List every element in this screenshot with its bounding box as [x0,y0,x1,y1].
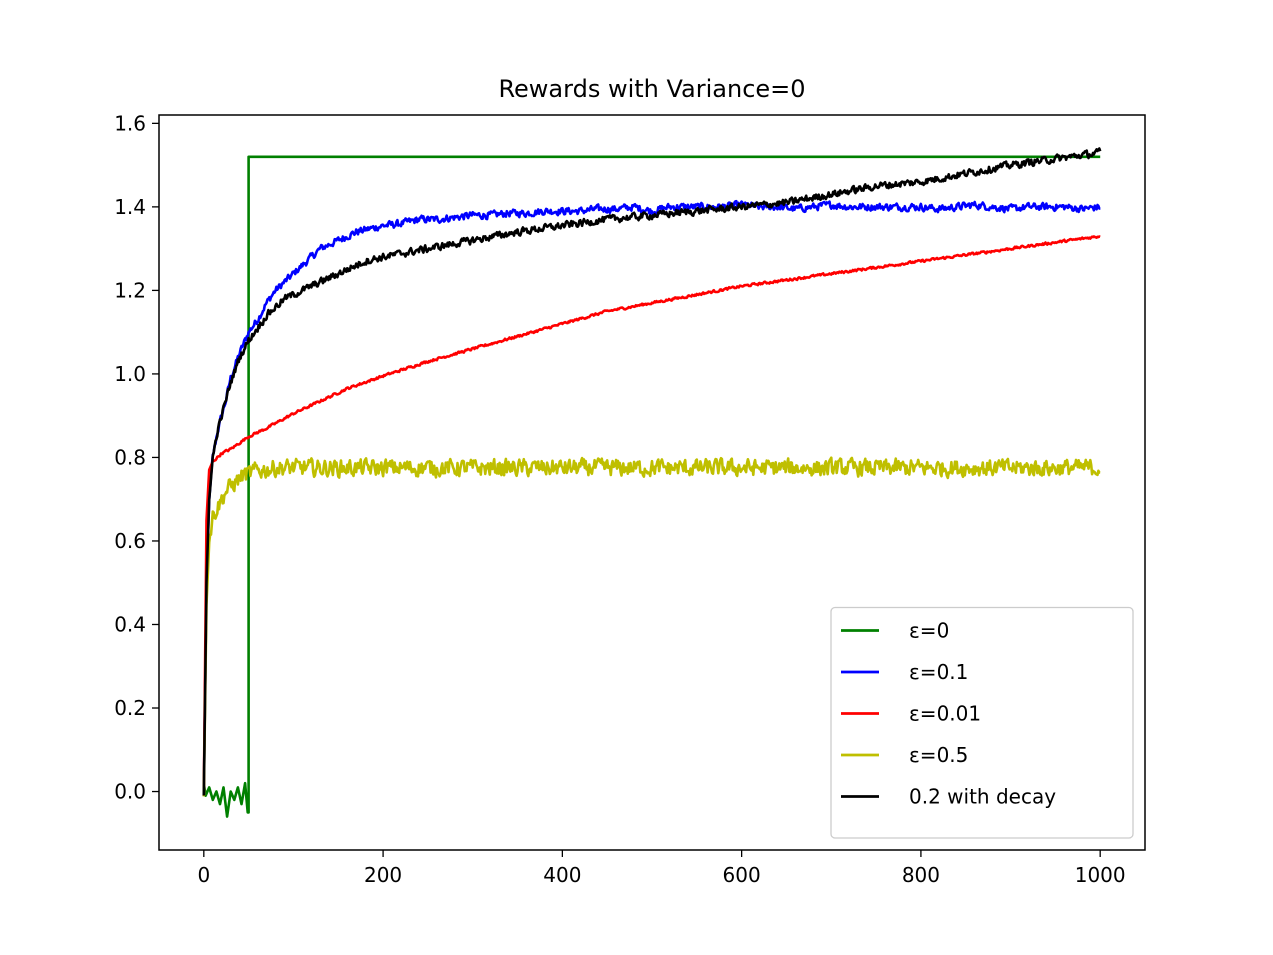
y-axis: 0.0 0.2 0.4 0.6 0.8 1.0 1.2 1.4 1.6 [114,111,159,804]
legend-label: ε=0 [909,619,949,643]
series-line [202,456,1101,797]
legend-label: ε=0.5 [909,743,968,767]
legend-box [830,606,1134,839]
x-axis: 0 200 400 600 800 1000 [197,850,1126,887]
plot-area [158,114,1146,851]
x-tick-label: 0 [197,863,210,887]
legend-label: ε=0.1 [909,660,968,684]
series-line [202,155,1101,818]
x-tick-label: 800 [902,863,940,887]
legend: ε=0 ε=0.1 ε=0.01 ε=0.5 0.2 with decay [830,606,1134,839]
series-line [202,147,1102,796]
chart-title: Rewards with Variance=0 [498,75,805,103]
y-tick-label: 0.4 [114,612,146,636]
x-tick-label: 1000 [1075,863,1126,887]
series-layer [202,147,1102,818]
x-tick-label: 200 [364,863,402,887]
y-tick-label: 0.0 [114,780,146,804]
series-line [202,235,1101,796]
legend-label: ε=0.01 [909,702,981,726]
y-tick-label: 0.8 [114,445,146,469]
y-tick-label: 1.4 [114,195,146,219]
y-tick-label: 1.2 [114,278,146,302]
series-line [202,199,1101,796]
y-tick-label: 0.6 [114,529,146,553]
legend-label: 0.2 with decay [909,785,1056,809]
x-tick-label: 400 [543,863,581,887]
axes-frame [158,114,1146,851]
y-tick-label: 0.2 [114,696,146,720]
y-tick-label: 1.6 [114,111,146,135]
y-tick-label: 1.0 [114,362,146,386]
x-tick-label: 600 [723,863,761,887]
